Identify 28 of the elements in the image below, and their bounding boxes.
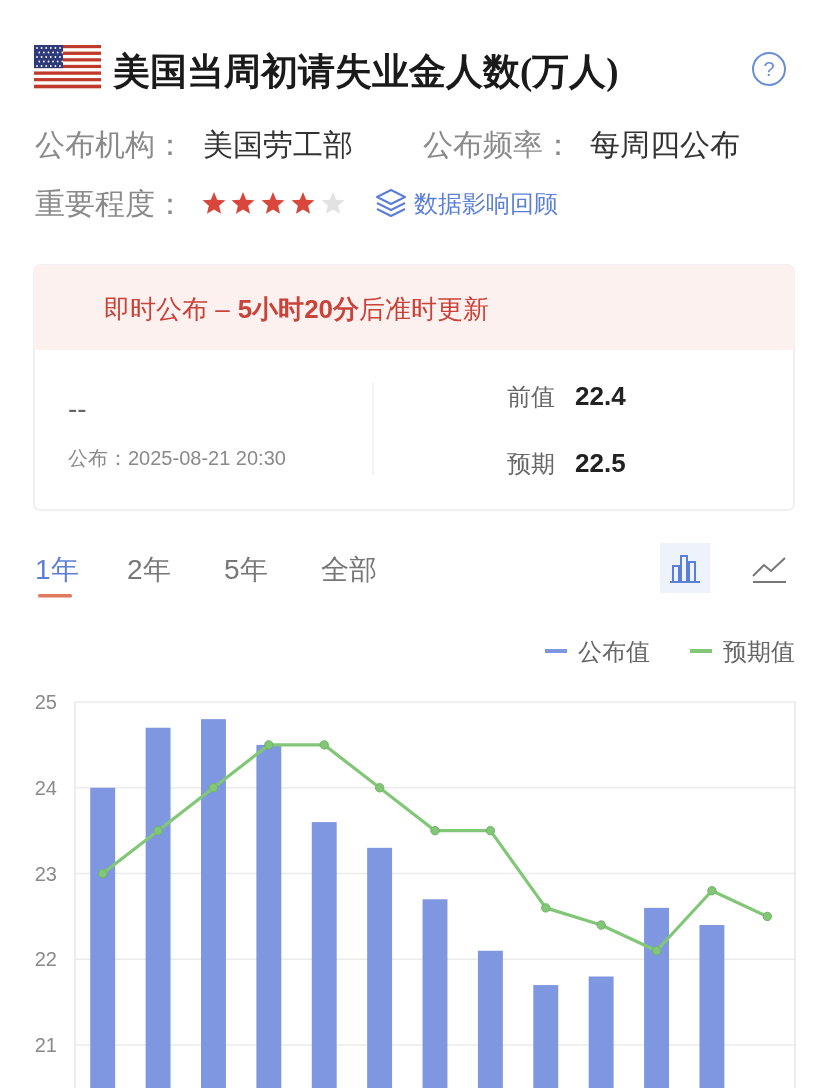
annotation: 5小时20分 [237, 294, 360, 324]
annotation: 22.4 [575, 381, 626, 411]
annotation: 重要程度： [35, 187, 185, 220]
legend-label: 公布值 [578, 638, 650, 665]
ytick: 23 [34, 862, 57, 885]
ytick: 25 [34, 691, 57, 713]
annotation: 数据影响回顾 [414, 190, 558, 217]
annotation: 前值 [507, 383, 555, 410]
annotation: 后准时更新 [359, 294, 490, 324]
annotation: 22.5 [575, 448, 626, 478]
annotation: 1年 [35, 554, 79, 585]
annotation: 即时公布 – [104, 294, 230, 324]
annotation: 2年 [127, 554, 171, 585]
annotation: 每周四公布 [590, 128, 740, 161]
annotation: 公布频率： [423, 128, 573, 161]
ytick: 24 [34, 776, 57, 799]
annotation: 5年 [224, 554, 268, 585]
ytick: 21 [34, 1034, 57, 1057]
annotation: 预期 [507, 450, 555, 477]
annotation: -- [68, 393, 87, 424]
annotation: 公布：2025-08-21 20:30 [68, 447, 286, 469]
title: 美国当周初请失业金人数(万人) [113, 51, 619, 92]
ytick: 22 [34, 948, 57, 971]
legend-label: 预期值 [723, 638, 795, 665]
annotation: 公布机构： [35, 128, 185, 161]
annotation: ? [763, 58, 775, 80]
annotation: 美国劳工部 [203, 128, 353, 161]
annotation: 全部 [321, 554, 377, 585]
